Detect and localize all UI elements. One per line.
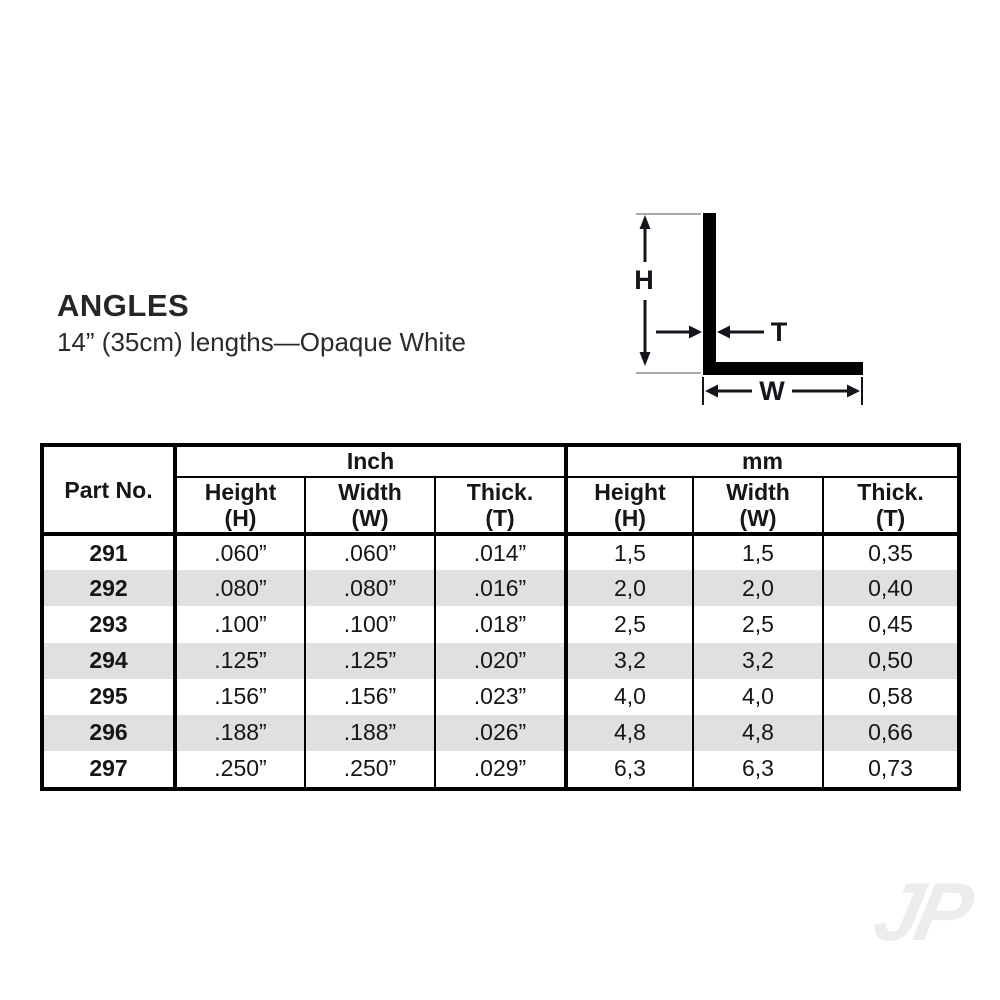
inch-height-header: Height (H) (175, 477, 306, 537)
value-cell: .060” (175, 534, 306, 571)
value-cell: 4,0 (566, 678, 694, 715)
h-arrow-up-head (639, 215, 651, 229)
table-row: 295 .156” .156” .023” 4,0 4,0 0,58 (44, 678, 957, 715)
part-no-cell: 291 (44, 534, 177, 571)
part-no-header: Part No. (44, 447, 177, 537)
value-cell: .100” (175, 606, 306, 643)
h-arrow-down-head (639, 352, 651, 366)
value-cell: .156” (305, 678, 436, 715)
inch-section-header: Inch (175, 447, 568, 479)
value-cell: 2,0 (566, 570, 694, 607)
value-cell: .018” (435, 606, 568, 643)
t-right-arrow-head (717, 325, 730, 339)
value-cell: 0,50 (868, 647, 913, 674)
value-cell: 4,8 (693, 714, 824, 751)
jp-watermark: JP (866, 867, 977, 958)
angle-vertical-leg (703, 213, 716, 375)
mm-section-header: mm (566, 447, 958, 479)
value-cell: .016” (435, 570, 568, 607)
mm-height-header: Height (H) (566, 477, 694, 537)
part-no-cell: 293 (44, 606, 177, 643)
angle-profile-diagram: H T W (634, 213, 863, 406)
mm-thick-header: Thick. (T) (823, 477, 958, 537)
value-cell: 2,0 (693, 570, 824, 607)
title-block: ANGLES 14” (35cm) lengths—Opaque White (57, 288, 466, 358)
value-cell: 3,2 (693, 642, 824, 679)
mm-width-header: Width (W) (693, 477, 824, 537)
table-row: 294 .125” .125” .020” 3,2 3,2 0,50 (44, 642, 958, 679)
diagram-h-label: H (634, 265, 654, 295)
value-cell: .060” (305, 534, 436, 571)
value-cell: .080” (305, 570, 436, 607)
value-cell: 2,5 (693, 606, 824, 643)
value-cell: .125” (305, 642, 436, 679)
table-row: 297 .250” .250” .029” 6,3 6,3 0,73 (44, 750, 957, 787)
w-right-arrow-head (847, 384, 860, 398)
value-cell: 6,3 (566, 750, 694, 787)
t-left-arrow-head (689, 325, 702, 339)
value-cell: 4,8 (566, 714, 694, 751)
value-cell: 4,0 (693, 678, 824, 715)
diagram-t-label: T (771, 317, 788, 347)
diagram-w-label: W (759, 376, 785, 406)
part-no-cell: 294 (44, 642, 177, 679)
table-row: 291 .060” .060” .014” 1,5 1,5 0,35 (44, 534, 957, 571)
table-row: 296 .188” .188” .026” 4,8 4,8 0,66 (44, 714, 958, 751)
inch-width-header: Width (W) (305, 477, 436, 537)
spec-table: Part No. Inch mm Height (H) Width (W) Thic… (40, 443, 961, 791)
table-header-row-units: Part No. Inch mm (44, 447, 958, 537)
value-cell: .250” (305, 750, 436, 787)
value-cell: .156” (175, 678, 306, 715)
table-header-row-columns: Height (H) Width (W) Thick. (T) Height (H) W… (44, 477, 958, 537)
value-cell: 0,66 (868, 719, 913, 746)
value-cell: .029” (435, 750, 568, 787)
value-cell: 0,40 (868, 574, 913, 601)
value-cell: 1,5 (693, 534, 824, 571)
page-title: ANGLES (57, 288, 190, 323)
part-no-cell: 292 (44, 570, 177, 607)
value-cell: .250” (175, 750, 306, 787)
page-subtitle: 14” (35cm) lengths—Opaque White (57, 327, 466, 357)
value-cell: 2,5 (566, 606, 694, 643)
value-cell: .014” (435, 534, 568, 571)
value-cell: 0,45 (868, 610, 913, 637)
value-cell: .023” (435, 678, 568, 715)
part-no-cell: 297 (44, 750, 177, 787)
value-cell: 1,5 (566, 534, 694, 571)
value-cell: .188” (305, 714, 436, 751)
part-no-cell: 295 (44, 678, 177, 715)
value-cell: .020” (435, 642, 568, 679)
value-cell: 0,58 (868, 683, 913, 710)
value-cell: 6,3 (693, 750, 824, 787)
table-row: 292 .080” .080” .016” 2,0 2,0 0,40 (44, 570, 958, 607)
value-cell: .100” (305, 606, 436, 643)
w-left-arrow-head (705, 384, 718, 398)
value-cell: 0,73 (868, 755, 913, 782)
spec-table-grid: Part No. Inch mm Height (H) Width (W) Thic… (44, 447, 958, 787)
value-cell: .080” (175, 570, 306, 607)
table-row: 293 .100” .100” .018” 2,5 2,5 0,45 (44, 606, 957, 643)
value-cell: 0,35 (868, 539, 913, 566)
part-no-cell: 296 (44, 714, 177, 751)
inch-thick-header: Thick. (T) (435, 477, 568, 537)
value-cell: .026” (435, 714, 568, 751)
value-cell: .188” (175, 714, 306, 751)
value-cell: 3,2 (566, 642, 694, 679)
angle-horizontal-leg (703, 362, 863, 375)
value-cell: .125” (175, 642, 306, 679)
